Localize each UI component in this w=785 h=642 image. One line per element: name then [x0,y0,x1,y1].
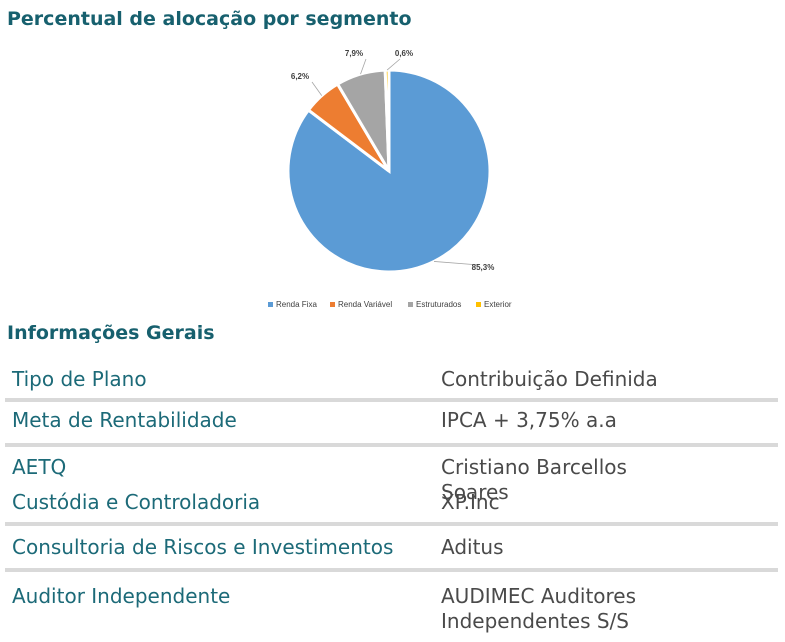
legend-marker [268,302,273,307]
row-separator [5,443,778,447]
leader-line [433,261,480,266]
leader-line [311,81,323,96]
data-label: 7,9% [345,49,363,58]
chart-title: Percentual de alocação por segmento [7,8,412,30]
legend-marker [408,302,413,307]
data-label: 6,2% [291,72,309,81]
legend-marker [330,302,335,307]
chart: 85,3% 6,2% 7,9% 0,6% Renda Fixa Renda Variáve… [268,49,512,309]
cell-value: Cristiano Barcellos Soares [441,455,627,504]
cell-label: Auditor Independente [12,584,231,608]
cell-label: Meta de Rentabilidade [12,408,237,432]
cell-value: Contribuição Definida [441,367,658,391]
cell-label: AETQ [12,455,67,479]
row-separator [5,398,778,402]
legend-marker [476,302,481,307]
row-separator [5,568,778,572]
cell-value: XP.Inc [441,490,500,514]
cell-value: Aditus [441,535,504,559]
cell-label: Custódia e Controladoria [12,490,261,514]
row-separator [5,522,778,526]
leader-line [386,58,401,71]
legend-label: Renda Variável [338,300,392,309]
legend-label: Estruturados [416,300,461,309]
data-label: 85,3% [472,263,495,272]
cell-value: AUDIMEC Auditores Independentes S/S [441,584,637,633]
data-label: 0,6% [395,49,413,58]
pie-slice [383,68,391,172]
section-title: Informações Gerais [7,322,215,344]
cell-value: IPCA + 3,75% a.a [441,408,617,432]
legend-label: Exterior [484,300,512,309]
cell-label: Tipo de Plano [12,367,147,391]
legend-label: Renda Fixa [276,300,317,309]
leader-line [360,58,367,75]
cell-label: Consultoria de Riscos e Investimentos [12,535,394,559]
